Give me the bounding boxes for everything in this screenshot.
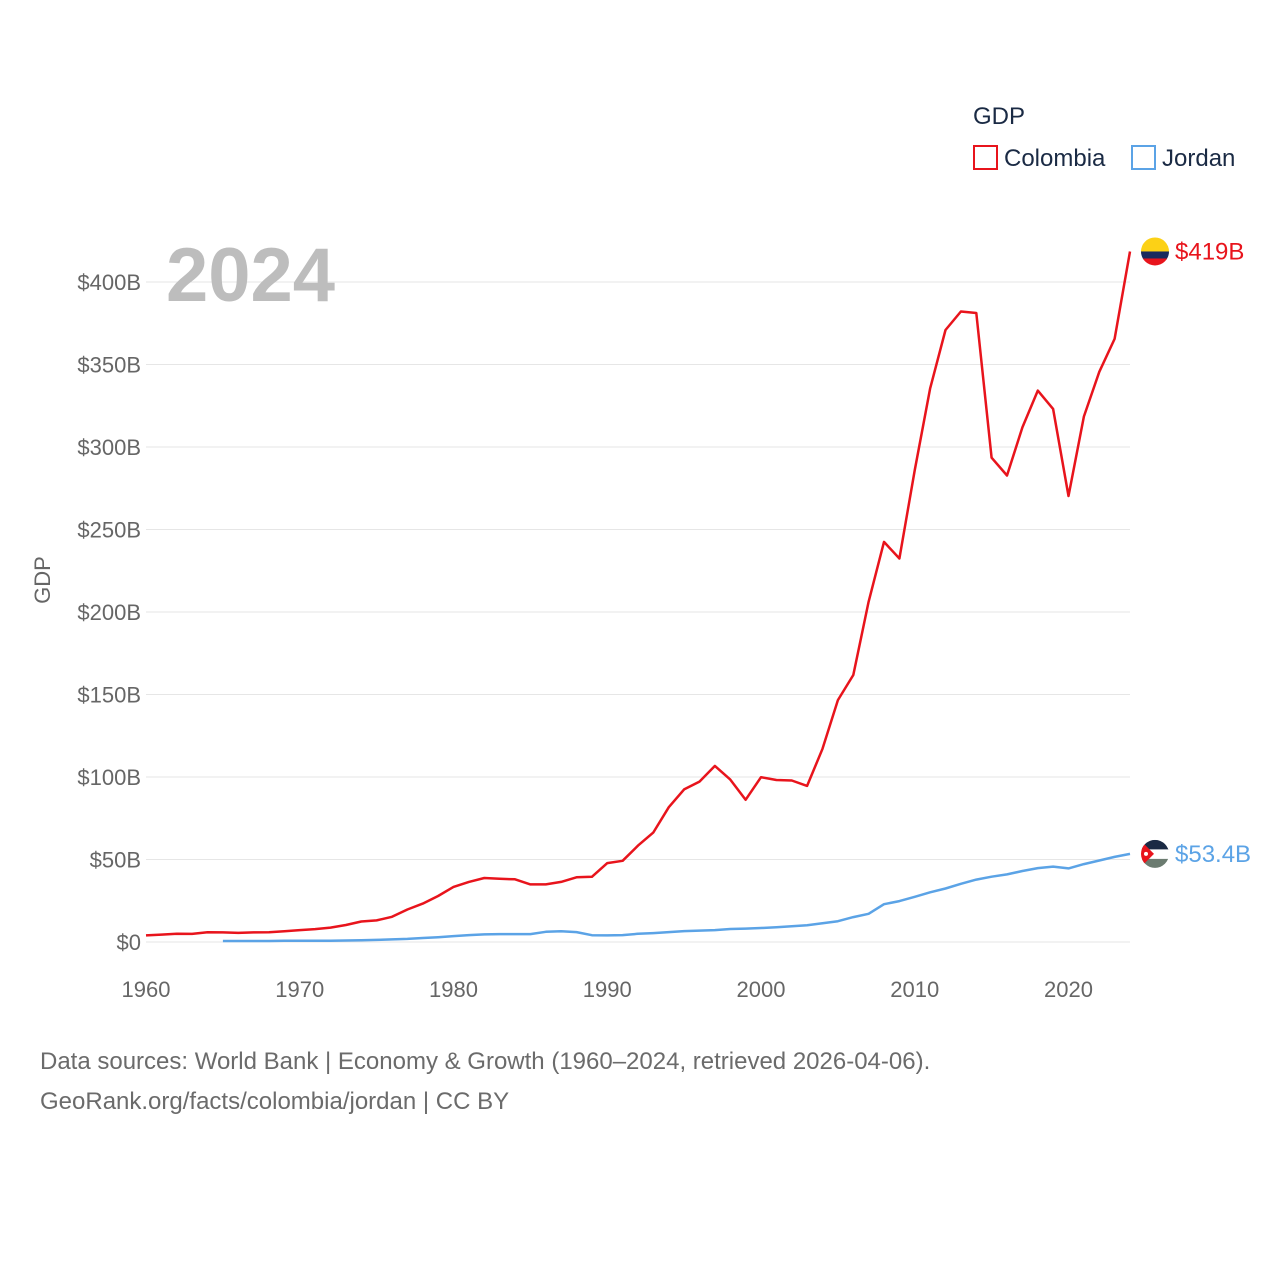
- legend-label-colombia: Colombia: [1004, 145, 1106, 172]
- x-tick-label: 1990: [583, 977, 632, 1002]
- x-tick-label: 2020: [1044, 977, 1093, 1002]
- x-tick-label: 2010: [890, 977, 939, 1002]
- y-axis-title: GDP: [30, 556, 55, 604]
- x-axis-ticks: 1960 1970 1980 1990 2000 2010 2020: [122, 977, 1093, 1002]
- y-tick-label: $300B: [77, 435, 141, 460]
- y-tick-label: $400B: [77, 270, 141, 295]
- footer-link: GeoRank.org/facts/colombia/jordan | CC B…: [40, 1088, 510, 1115]
- year-watermark: 2024: [166, 233, 335, 318]
- grid: [146, 281, 1130, 943]
- y-tick-label: $250B: [77, 518, 141, 543]
- y-tick-label: $50B: [90, 848, 141, 873]
- series-line-colombia: [145, 251, 1132, 937]
- y-axis-ticks: $0 $50B $100B $150B $200B $250B $300B $350B $400…: [77, 270, 141, 955]
- y-tick-label: $150B: [77, 683, 141, 708]
- legend-item-jordan[interactable]: Jordan: [1131, 145, 1235, 172]
- y-tick-label: $350B: [77, 353, 141, 378]
- legend-swatch-colombia: [973, 145, 998, 170]
- footer-sources: Data sources: World Bank | Economy & Gro…: [40, 1048, 931, 1075]
- y-tick-label: $200B: [77, 600, 141, 625]
- series-lines: [145, 251, 1132, 943]
- legend-label-jordan: Jordan: [1162, 145, 1235, 172]
- x-tick-label: 1980: [429, 977, 478, 1002]
- x-tick-label: 2000: [737, 977, 786, 1002]
- end-label-colombia: $419B: [1175, 238, 1244, 265]
- x-tick-label: 1960: [122, 977, 171, 1002]
- legend: GDP Colombia Jordan: [973, 103, 1235, 172]
- y-tick-label: $100B: [77, 765, 141, 790]
- x-tick-label: 1970: [275, 977, 324, 1002]
- legend-swatch-jordan: [1131, 145, 1156, 170]
- footer: Data sources: World Bank | Economy & Gro…: [40, 1042, 930, 1122]
- legend-title: GDP: [973, 103, 1025, 130]
- series-line-jordan: [222, 852, 1131, 943]
- y-tick-label: $0: [117, 930, 141, 955]
- legend-item-colombia[interactable]: Colombia: [973, 145, 1106, 172]
- colombia-flag-icon: [1141, 237, 1169, 266]
- jordan-flag-icon: [1141, 839, 1169, 868]
- end-label-jordan: $53.4B: [1175, 841, 1251, 868]
